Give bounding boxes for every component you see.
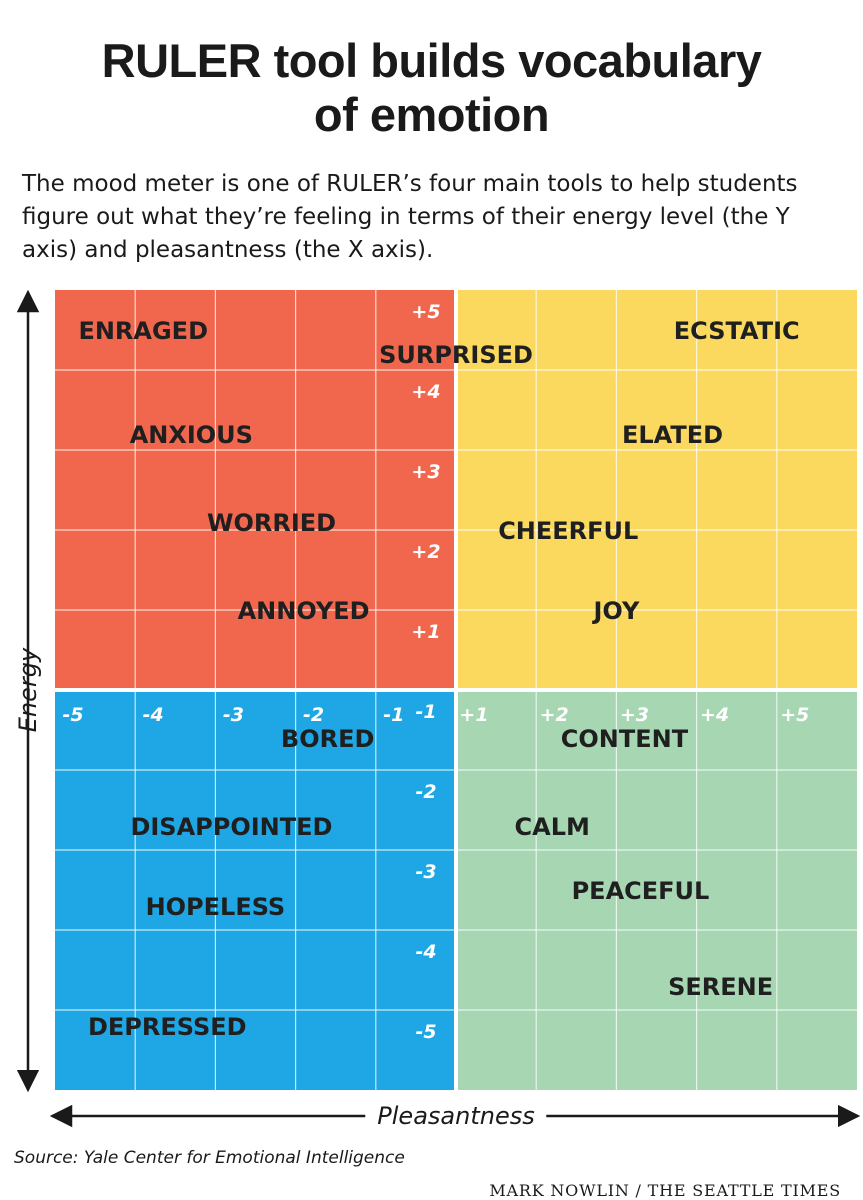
emotion-label: JOY: [591, 597, 639, 625]
y-tick-label: -4: [415, 941, 436, 963]
emotion-label: ELATED: [622, 421, 723, 449]
emotion-label: SURPRISED: [379, 341, 533, 369]
x-tick-label: +1: [459, 704, 488, 726]
quadrant-yellow: [456, 290, 857, 690]
y-axis-label: Energy: [14, 647, 42, 733]
y-tick-label: +5: [411, 301, 440, 323]
x-tick-label: -4: [143, 704, 164, 726]
x-tick-label: -1: [383, 704, 404, 726]
x-tick-label: +5: [780, 704, 809, 726]
y-tick-label: -5: [415, 1021, 436, 1043]
x-tick-label: +4: [700, 704, 729, 726]
y-tick-label: +2: [411, 541, 440, 563]
emotion-label: CALM: [515, 813, 590, 841]
emotion-label: BORED: [281, 725, 375, 753]
title-line-1: RULER tool builds vocabulary: [101, 34, 762, 87]
x-tick-label: +3: [620, 704, 649, 726]
y-tick-label: -1: [415, 701, 436, 723]
y-tick-label: +4: [411, 381, 440, 403]
x-tick-label: +2: [540, 704, 569, 726]
emotion-label: WORRIED: [207, 509, 336, 537]
y-tick-label: +1: [411, 621, 440, 643]
quadrant-blue: [55, 690, 456, 1090]
x-tick-label: -2: [303, 704, 324, 726]
emotion-label: ENRAGED: [78, 317, 208, 345]
emotion-label: CHEERFUL: [498, 517, 638, 545]
credit-line: MARK NOWLIN / THE SEATTLE TIMES: [489, 1181, 841, 1200]
emotion-label: DEPRESSED: [88, 1013, 247, 1041]
y-tick-label: -2: [415, 781, 436, 803]
emotion-label: DISAPPOINTED: [130, 813, 332, 841]
emotion-label: CONTENT: [561, 725, 689, 753]
emotion-label: PEACEFUL: [572, 877, 710, 905]
page-title: RULER tool builds vocabulary of emotion: [0, 34, 863, 142]
emotion-label: ANNOYED: [238, 597, 370, 625]
x-axis-label: Pleasantness: [365, 1102, 547, 1130]
x-tick-label: -3: [223, 704, 244, 726]
x-tick-label: -5: [62, 704, 83, 726]
emotion-label: SERENE: [668, 973, 773, 1001]
source-note: Source: Yale Center for Emotional Intell…: [14, 1148, 405, 1168]
quadrant-red: [55, 290, 456, 690]
emotion-label: HOPELESS: [146, 893, 286, 921]
title-line-2: of emotion: [313, 88, 550, 141]
y-tick-label: +3: [411, 461, 440, 483]
quadrant-green: [456, 690, 857, 1090]
subtitle: The mood meter is one of RULER’s four ma…: [22, 171, 798, 263]
y-tick-label: -3: [415, 861, 436, 883]
emotion-label: ANXIOUS: [130, 421, 253, 449]
emotion-label: ECSTATIC: [674, 317, 800, 345]
